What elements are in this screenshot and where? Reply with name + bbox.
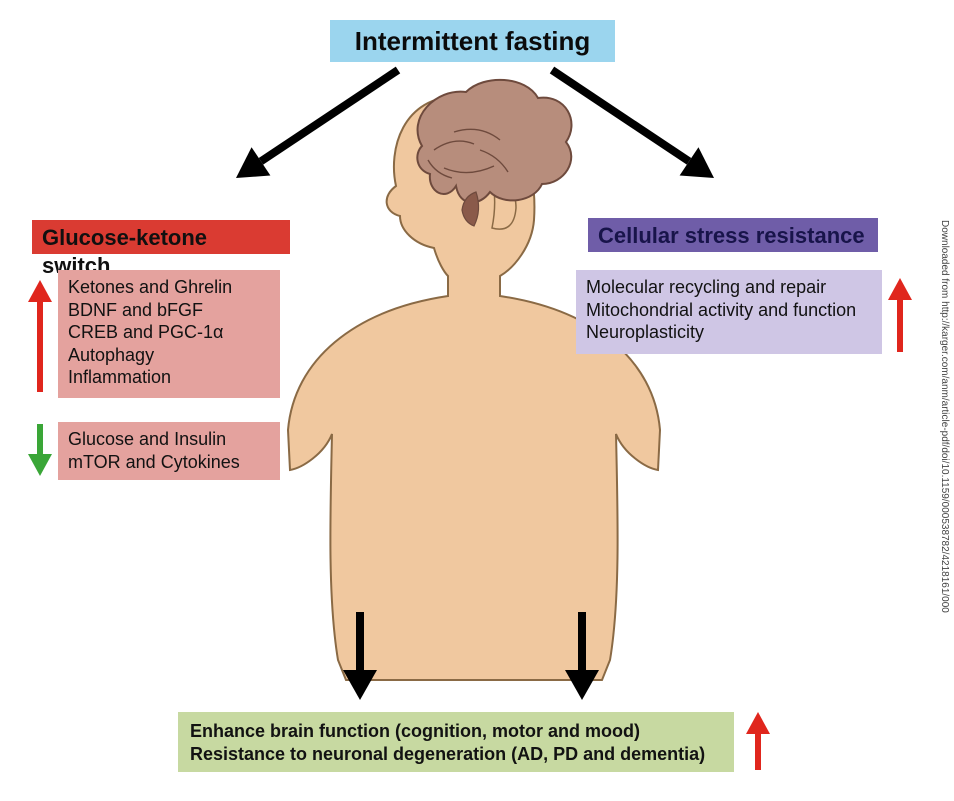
outcome-box: Enhance brain function (cognition, motor… bbox=[178, 712, 734, 772]
human-figure bbox=[288, 80, 660, 680]
list-item: Neuroplasticity bbox=[586, 321, 872, 344]
up-arrow-outcome bbox=[746, 712, 770, 770]
up-arrow-glucose bbox=[28, 280, 52, 392]
list-item: BDNF and bFGF bbox=[68, 299, 270, 322]
list-item: Autophagy bbox=[68, 344, 270, 367]
arrow-title-left bbox=[236, 70, 398, 178]
diagram-svg bbox=[0, 0, 954, 801]
title-text: Intermittent fasting bbox=[355, 25, 590, 58]
list-item: Inflammation bbox=[68, 366, 270, 389]
arrow-title-right bbox=[552, 70, 714, 178]
glucose-up-box: Ketones and GhrelinBDNF and bFGFCREB and… bbox=[58, 270, 280, 398]
cellular-stress-header-text: Cellular stress resistance bbox=[598, 223, 865, 248]
cellular-box: Molecular recycling and repairMitochondr… bbox=[576, 270, 882, 354]
glucose-down-box: Glucose and InsulinmTOR and Cytokines bbox=[58, 422, 280, 480]
list-item: mTOR and Cytokines bbox=[68, 451, 270, 474]
list-item: Resistance to neuronal degeneration (AD,… bbox=[190, 743, 722, 766]
list-item: CREB and PGC-1α bbox=[68, 321, 270, 344]
list-item: Molecular recycling and repair bbox=[586, 276, 872, 299]
list-item: Glucose and Insulin bbox=[68, 428, 270, 451]
up-arrow-cellular bbox=[888, 278, 912, 352]
glucose-ketone-header: Glucose-ketone switch bbox=[32, 220, 290, 254]
title-box: Intermittent fasting bbox=[330, 20, 615, 62]
list-item: Mitochondrial activity and function bbox=[586, 299, 872, 322]
cellular-stress-header: Cellular stress resistance bbox=[588, 218, 878, 252]
list-item: Ketones and Ghrelin bbox=[68, 276, 270, 299]
down-arrow-glucose bbox=[28, 424, 52, 476]
brain-icon bbox=[417, 80, 571, 203]
list-item: Enhance brain function (cognition, motor… bbox=[190, 720, 722, 743]
